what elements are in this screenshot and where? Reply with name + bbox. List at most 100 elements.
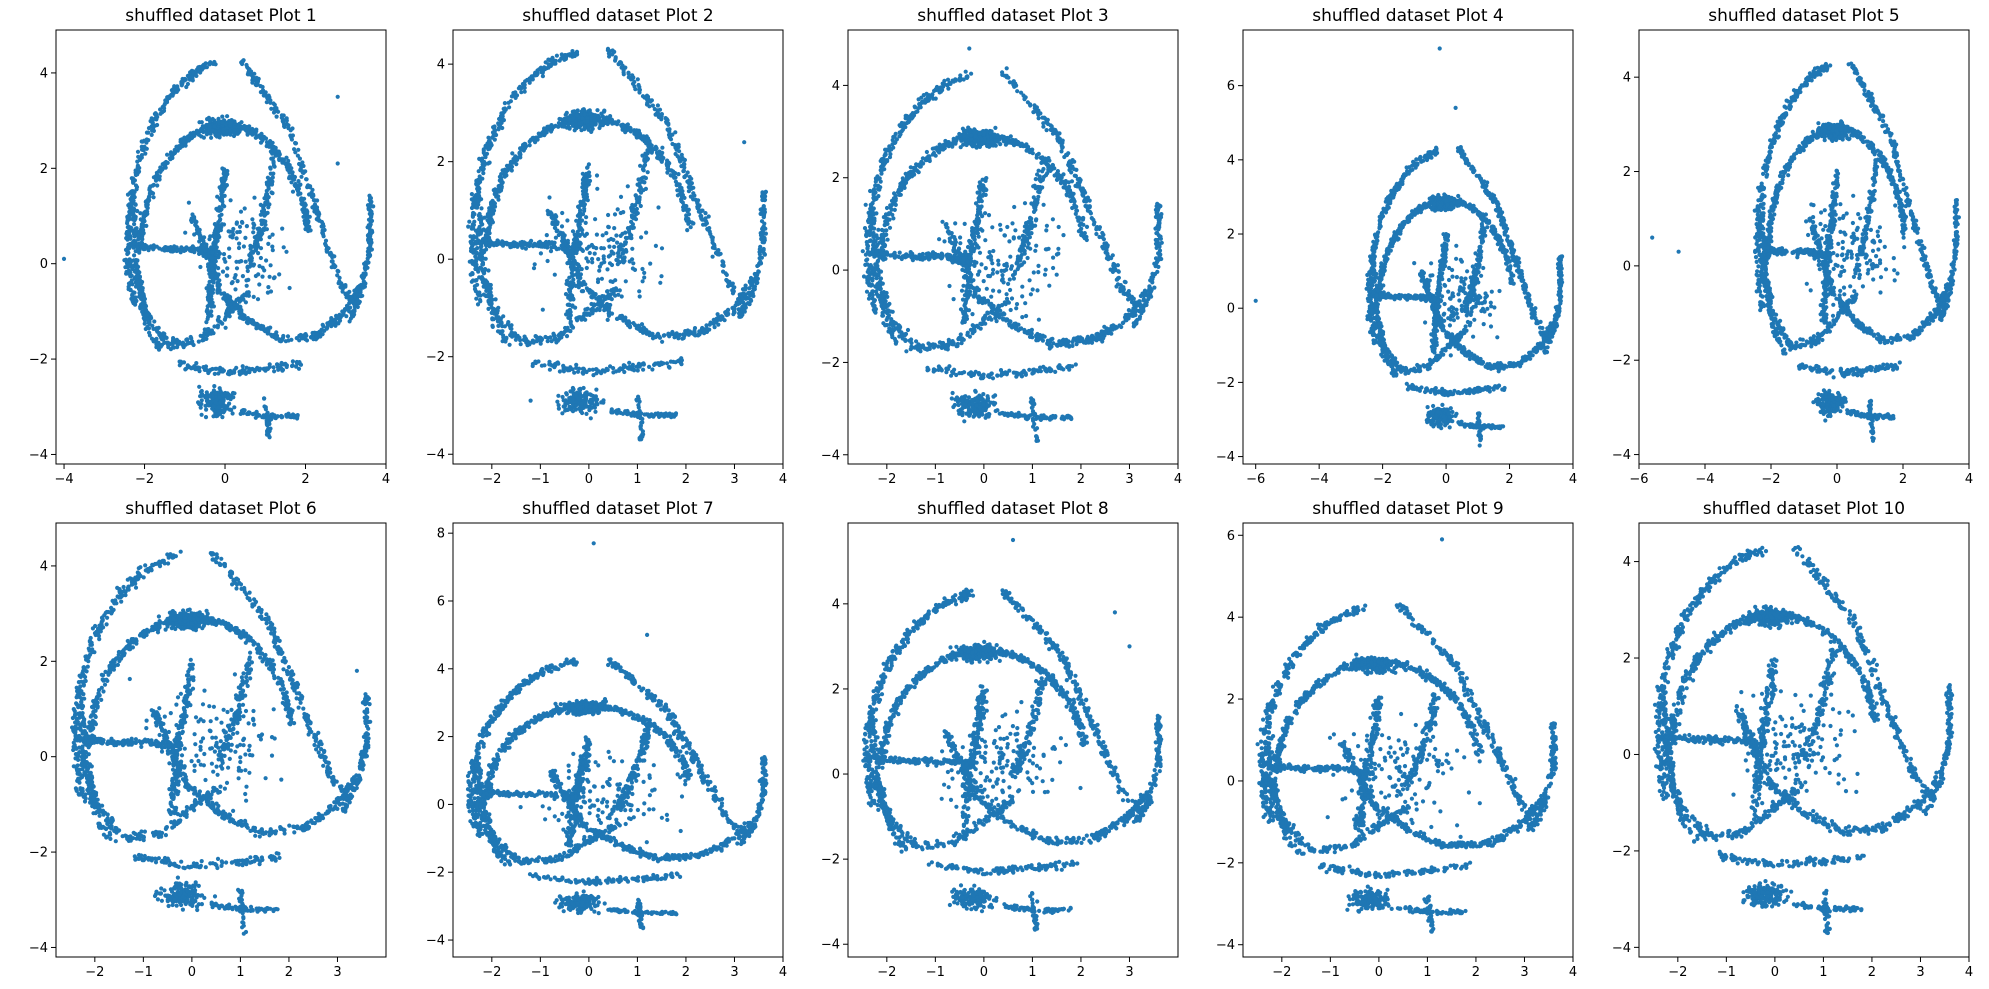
data-point bbox=[251, 76, 255, 80]
data-point bbox=[170, 89, 174, 93]
data-point bbox=[499, 172, 503, 176]
data-point bbox=[211, 404, 215, 408]
data-point bbox=[290, 364, 294, 368]
data-point bbox=[221, 393, 225, 397]
data-point bbox=[268, 275, 272, 279]
data-point bbox=[355, 292, 359, 296]
data-point bbox=[682, 196, 686, 200]
data-point bbox=[256, 297, 260, 301]
data-point bbox=[321, 232, 325, 236]
data-point bbox=[238, 369, 242, 373]
data-point bbox=[571, 244, 575, 248]
data-point bbox=[218, 389, 222, 393]
data-point bbox=[471, 272, 475, 276]
data-point bbox=[235, 266, 239, 270]
data-point bbox=[761, 193, 765, 197]
data-point bbox=[510, 94, 514, 98]
data-point bbox=[209, 294, 213, 298]
data-point bbox=[585, 119, 589, 123]
data-point bbox=[206, 315, 210, 319]
data-point bbox=[762, 240, 766, 244]
data-point bbox=[280, 369, 284, 373]
data-point bbox=[228, 121, 232, 125]
data-point bbox=[473, 287, 477, 291]
data-point bbox=[260, 415, 264, 419]
data-point bbox=[254, 129, 258, 133]
data-point bbox=[472, 220, 476, 224]
data-point bbox=[136, 150, 140, 154]
data-point bbox=[503, 175, 507, 179]
data-point bbox=[496, 306, 500, 310]
data-point bbox=[676, 172, 680, 176]
data-point bbox=[184, 338, 188, 342]
data-point bbox=[763, 207, 767, 211]
data-point bbox=[487, 147, 491, 151]
data-point bbox=[519, 90, 523, 94]
data-point bbox=[340, 309, 344, 313]
data-point bbox=[544, 60, 548, 64]
data-point bbox=[204, 415, 208, 419]
data-point bbox=[271, 175, 275, 179]
data-point bbox=[171, 93, 175, 97]
data-point bbox=[254, 247, 258, 251]
data-point bbox=[216, 208, 220, 212]
data-point bbox=[152, 319, 156, 323]
data-point bbox=[236, 279, 240, 283]
data-point bbox=[174, 85, 178, 89]
data-point bbox=[298, 157, 302, 161]
data-point bbox=[628, 325, 632, 329]
data-point bbox=[137, 270, 141, 274]
data-point bbox=[224, 326, 228, 330]
data-point bbox=[211, 301, 215, 305]
data-point bbox=[637, 90, 641, 94]
data-point bbox=[474, 297, 478, 301]
data-point bbox=[187, 201, 191, 205]
data-point bbox=[501, 168, 505, 172]
data-point bbox=[194, 220, 198, 224]
data-point bbox=[222, 130, 226, 134]
data-point bbox=[546, 212, 550, 216]
data-point bbox=[135, 258, 139, 262]
data-point bbox=[148, 333, 152, 337]
data-point bbox=[165, 153, 169, 157]
data-point bbox=[229, 198, 233, 202]
data-point bbox=[220, 222, 224, 226]
data-point bbox=[227, 229, 231, 233]
data-point bbox=[469, 240, 473, 244]
data-point bbox=[564, 329, 568, 333]
data-point bbox=[489, 203, 493, 207]
data-point bbox=[742, 304, 746, 308]
data-point bbox=[324, 243, 328, 247]
data-point bbox=[713, 325, 717, 329]
data-point bbox=[646, 137, 650, 141]
data-point bbox=[221, 181, 225, 185]
data-point bbox=[581, 172, 585, 176]
data-point bbox=[128, 274, 132, 278]
data-point bbox=[584, 178, 588, 182]
data-point bbox=[192, 134, 196, 138]
data-point bbox=[271, 101, 275, 105]
data-point bbox=[225, 172, 229, 176]
data-point bbox=[266, 242, 270, 246]
data-point bbox=[249, 261, 253, 265]
data-point bbox=[618, 60, 622, 64]
data-point bbox=[642, 159, 646, 163]
data-point bbox=[242, 126, 246, 130]
data-point bbox=[499, 185, 503, 189]
data-point bbox=[513, 154, 517, 158]
data-point bbox=[222, 369, 226, 373]
data-point bbox=[171, 340, 175, 344]
data-point bbox=[572, 238, 576, 242]
data-point bbox=[261, 266, 265, 270]
data-point bbox=[597, 126, 601, 130]
data-point bbox=[246, 292, 250, 296]
data-point bbox=[697, 329, 701, 333]
data-point bbox=[606, 48, 610, 52]
data-point bbox=[541, 245, 545, 249]
data-point bbox=[269, 190, 273, 194]
data-point bbox=[331, 321, 335, 325]
data-point bbox=[572, 109, 576, 113]
data-point bbox=[568, 127, 572, 131]
data-point bbox=[470, 224, 474, 228]
data-point bbox=[493, 131, 497, 135]
